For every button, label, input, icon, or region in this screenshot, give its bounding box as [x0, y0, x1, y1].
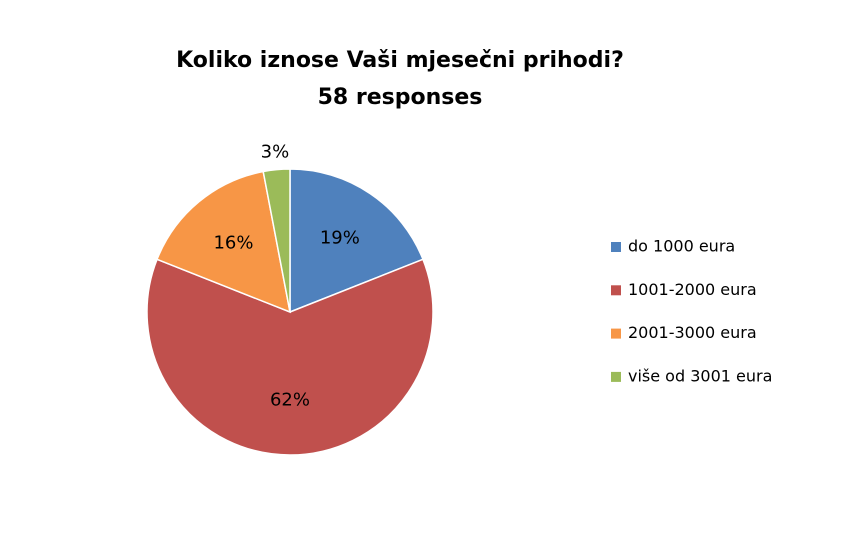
legend-swatch	[611, 371, 621, 382]
pie-slice	[146, 258, 434, 456]
legend-swatch	[611, 242, 621, 252]
pie-slice	[289, 168, 424, 314]
legend-swatch	[611, 328, 621, 339]
legend-label: 2001-3000 eura	[628, 323, 757, 342]
data-label: 3%	[261, 142, 290, 163]
legend-label: više od 3001 eura	[628, 366, 772, 385]
legend-label: 1001-2000 eura	[628, 280, 757, 299]
data-label: 19%	[320, 228, 360, 249]
chart-title: Koliko iznose Vaši mjesečni prihodi?	[176, 48, 624, 73]
legend-label: do 1000 eura	[628, 237, 735, 256]
pie-slice	[262, 168, 291, 313]
chart-subtitle: 58 responses	[318, 85, 483, 110]
legend-swatch	[611, 285, 621, 296]
data-label: 62%	[270, 390, 310, 411]
data-label: 16%	[213, 233, 253, 254]
pie-slice	[156, 170, 291, 314]
